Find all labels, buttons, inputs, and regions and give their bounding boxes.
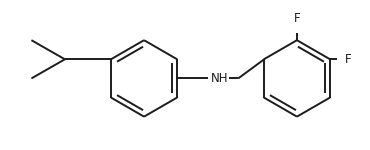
Text: F: F (345, 53, 352, 66)
Text: F: F (294, 12, 300, 25)
Text: NH: NH (211, 72, 228, 85)
